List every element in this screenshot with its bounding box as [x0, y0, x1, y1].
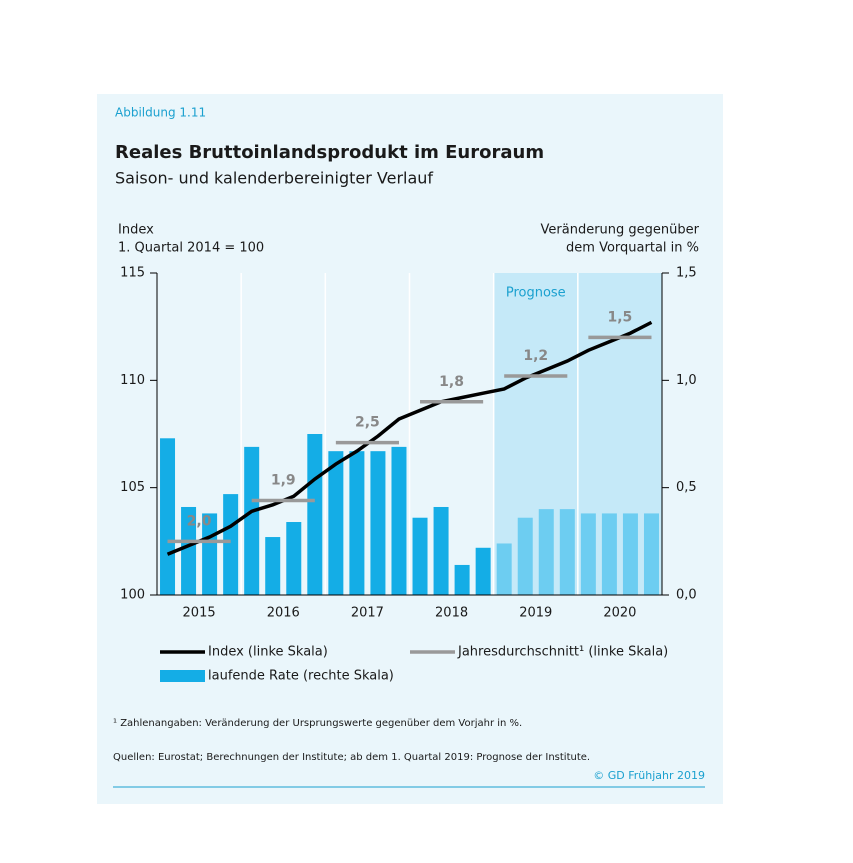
bar	[286, 522, 302, 595]
x-tick-label: 2016	[267, 606, 300, 621]
x-tick-label: 2015	[183, 606, 216, 621]
bar	[265, 537, 281, 595]
annual-growth-label: 1,9	[271, 473, 296, 489]
bar	[517, 517, 533, 595]
x-tick-label: 2020	[603, 606, 636, 621]
bar	[559, 509, 575, 595]
y-tick-label: 115	[120, 266, 145, 281]
bar	[181, 506, 197, 595]
bar	[580, 513, 596, 595]
bar	[328, 451, 344, 595]
bar	[433, 506, 449, 595]
y-tick-label: 110	[120, 373, 145, 388]
copyright: © GD Frühjahr 2019	[593, 769, 705, 782]
annual-growth-label: 1,8	[439, 374, 464, 390]
x-tick-label: 2019	[519, 606, 552, 621]
bar	[244, 446, 260, 595]
bar	[160, 438, 176, 595]
bar	[601, 513, 617, 595]
legend-label: Jahresdurchschnitt¹ (linke Skala)	[457, 645, 668, 660]
bar	[538, 509, 554, 595]
y2-tick-label: 0,5	[676, 480, 697, 495]
y2-tick-label: 0,0	[676, 588, 697, 603]
bar	[307, 434, 323, 595]
bar	[412, 517, 428, 595]
bar	[391, 446, 407, 595]
bar	[454, 564, 470, 595]
x-tick-label: 2017	[351, 606, 384, 621]
y-label: Index	[118, 223, 154, 238]
forecast-label: Prognose	[506, 286, 566, 301]
chart-title: Reales Bruttoinlandsprodukt im Euroraum	[115, 142, 544, 163]
annual-growth-label: 2,0	[187, 513, 212, 529]
annual-growth-label: 1,5	[608, 309, 633, 325]
source: Quellen: Eurostat; Berechnungen der Inst…	[113, 752, 590, 763]
chart-subtitle: Saison- und kalenderbereinigter Verlauf	[115, 169, 433, 188]
annual-growth-label: 2,5	[355, 415, 380, 431]
plot: Prognose 2015 2016 2017 2018 2019 2020 100 105 11…	[120, 266, 697, 684]
bar	[643, 513, 659, 595]
figure-number: Abbildung 1.11	[115, 106, 206, 120]
footnote: ¹ Zahlenangaben: Veränderung der Ursprun…	[113, 718, 522, 729]
bar	[622, 513, 638, 595]
annual-growth-label: 1,2	[523, 348, 548, 364]
y2-label: Veränderung gegenüber	[541, 223, 700, 238]
bar	[370, 451, 386, 595]
legend-label: laufende Rate (rechte Skala)	[208, 669, 394, 684]
y2-tick-label: 1,0	[676, 373, 697, 388]
legend-swatch	[160, 670, 205, 682]
legend-label: Index (linke Skala)	[208, 645, 328, 660]
bar	[349, 451, 365, 595]
index-line	[166, 320, 653, 556]
bar	[475, 547, 491, 595]
y-label: 1. Quartal 2014 = 100	[118, 241, 264, 256]
bar	[223, 494, 239, 595]
y2-tick-label: 1,5	[676, 266, 697, 281]
bar	[496, 543, 512, 595]
x-tick-label: 2018	[435, 606, 468, 621]
y-tick-label: 100	[120, 588, 145, 603]
y2-label: dem Vorquartal in %	[566, 241, 699, 256]
y-tick-label: 105	[120, 480, 145, 495]
